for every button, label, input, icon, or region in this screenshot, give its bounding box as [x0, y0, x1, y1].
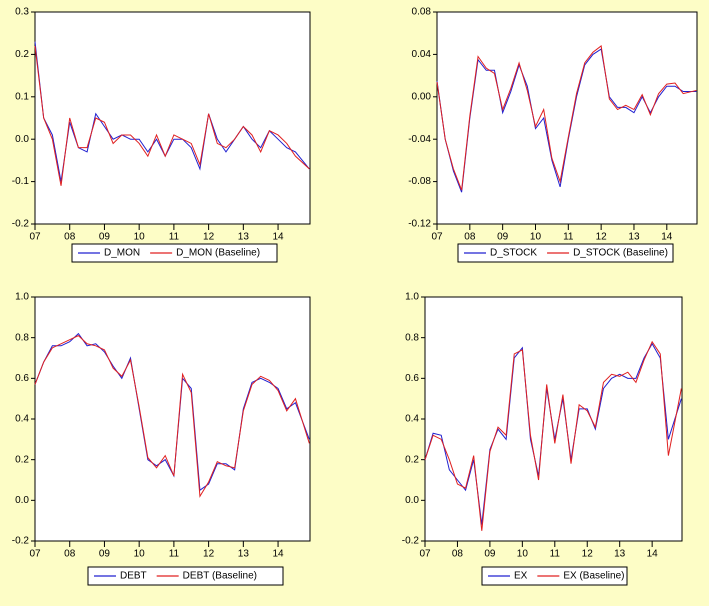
x-tick-label: 11	[563, 232, 574, 243]
legend-label: D_MON (Baseline)	[176, 248, 260, 259]
legend-label: DEBT	[120, 571, 147, 582]
y-tick-label: 0.6	[405, 373, 419, 384]
series-line	[436, 48, 697, 193]
y-tick-label: 0.0	[405, 495, 419, 506]
series-line	[34, 45, 310, 186]
series-line	[34, 41, 310, 182]
x-tick-label: 10	[134, 232, 146, 243]
y-tick-label: -0.04	[408, 134, 431, 145]
x-tick-label: 08	[464, 232, 476, 243]
legend-label: EX (Baseline)	[563, 571, 624, 582]
x-tick-label: 09	[99, 232, 111, 243]
x-tick-label: 11	[169, 232, 180, 243]
series-line	[34, 335, 310, 498]
x-tick-label: 13	[628, 232, 640, 243]
series-line	[424, 340, 682, 531]
y-tick-label: 0.04	[412, 49, 432, 60]
y-tick-label: 0.4	[405, 414, 419, 425]
y-tick-label: 0.4	[15, 414, 29, 425]
x-tick-label: 11	[550, 549, 561, 560]
x-tick-label: 10	[530, 232, 542, 243]
x-tick-label: 13	[238, 549, 250, 560]
plot-area	[436, 11, 698, 225]
x-tick-label: 07	[29, 232, 41, 243]
y-tick-label: 0.08	[412, 7, 432, 18]
x-tick-label: 14	[661, 232, 673, 243]
legend-label: DEBT (Baseline)	[183, 571, 257, 582]
y-tick-label: 0.2	[15, 454, 29, 465]
x-tick-label: 08	[64, 232, 76, 243]
x-tick-label: 10	[517, 549, 529, 560]
y-tick-label: 1.0	[15, 292, 29, 303]
x-tick-label: 08	[452, 549, 464, 560]
y-tick-label: 0.3	[15, 7, 29, 18]
y-tick-label: -0.08	[408, 176, 431, 187]
legend-box	[87, 566, 284, 586]
x-tick-label: 14	[272, 549, 284, 560]
x-tick-label: 07	[431, 232, 443, 243]
y-tick-label: 0.6	[15, 373, 29, 384]
y-tick-label: 0.8	[405, 332, 419, 343]
y-tick-label: 0.0	[15, 495, 29, 506]
y-tick-label: -0.2	[12, 536, 30, 547]
legend-label: EX	[514, 571, 528, 582]
y-tick-label: 1.0	[405, 292, 419, 303]
x-tick-label: 14	[647, 549, 659, 560]
legend-label: D_STOCK	[490, 248, 537, 259]
y-tick-label: -0.1	[12, 176, 30, 187]
y-tick-label: 0.8	[15, 332, 29, 343]
plot-area	[34, 11, 311, 225]
x-tick-label: 09	[497, 232, 509, 243]
x-tick-label: 07	[29, 549, 41, 560]
x-tick-label: 12	[203, 549, 215, 560]
x-tick-label: 14	[272, 232, 284, 243]
series-line	[436, 45, 697, 191]
x-tick-label: 12	[203, 232, 215, 243]
legend-box	[71, 243, 278, 263]
y-tick-label: -0.2	[402, 536, 420, 547]
series-line	[34, 332, 310, 492]
y-tick-label: -0.2	[12, 219, 30, 230]
plot-area	[34, 296, 311, 542]
plot-area	[424, 296, 683, 542]
x-tick-label: 10	[134, 549, 146, 560]
y-tick-label: 0.1	[15, 91, 29, 102]
x-tick-label: 13	[238, 232, 250, 243]
y-tick-label: 0.0	[15, 134, 29, 145]
y-tick-label: 0.2	[405, 454, 419, 465]
x-tick-label: 09	[99, 549, 111, 560]
x-tick-label: 09	[484, 549, 496, 560]
y-tick-label: 0.2	[15, 49, 29, 60]
legend-label: D_STOCK (Baseline)	[573, 248, 668, 259]
x-tick-label: 11	[169, 549, 180, 560]
x-tick-label: 13	[614, 549, 626, 560]
x-tick-label: 12	[596, 232, 608, 243]
x-tick-label: 07	[419, 549, 431, 560]
y-tick-label: -0.12	[408, 219, 431, 230]
x-tick-label: 12	[582, 549, 594, 560]
y-tick-label: 0.00	[412, 91, 432, 102]
legend-label: D_MON	[104, 248, 140, 259]
x-tick-label: 08	[64, 549, 76, 560]
